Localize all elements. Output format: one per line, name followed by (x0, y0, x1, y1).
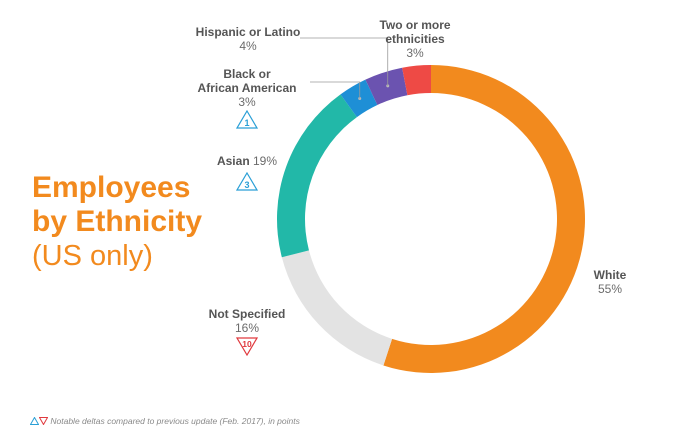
delta-value-black: 1 (244, 118, 249, 128)
label-black-line1: Black or (223, 67, 271, 81)
chart-title-line2: by Ethnicity (32, 205, 203, 238)
label-asian: Asian 19% (205, 154, 289, 168)
label-black-value: 3% (238, 95, 256, 109)
delta-up-icon-black: 1 (236, 110, 258, 129)
label-not-specified-value: 16% (234, 321, 260, 335)
leader-line-hispanic (300, 37, 389, 86)
delta-up-icon-legend (30, 417, 39, 425)
chart-subtitle: (US only) (32, 240, 153, 272)
label-black-line2: African American (197, 81, 297, 95)
delta-down-icon-legend (39, 417, 48, 425)
label-not-specified-name: Not Specified (208, 307, 286, 321)
donut-slice-two-or-more-ethnicities (402, 65, 431, 96)
delta-down-icon-not-specified: 10 (236, 337, 258, 356)
donut-slice-asian (277, 94, 357, 258)
label-hispanic-value: 4% (239, 39, 257, 53)
delta-value-asian: 3 (244, 180, 249, 190)
delta-up-icon-asian: 3 (236, 172, 258, 191)
donut-slice-not-specified (281, 250, 393, 366)
label-asian-value: 19% (253, 154, 278, 168)
label-white-name: White (593, 268, 627, 282)
label-two-or-more: Two or more ethnicities 3% (365, 18, 465, 60)
label-white-value: 55% (597, 282, 623, 296)
chart-title-line1: Employees (32, 171, 191, 204)
label-two-or-more-line1: Two or more (379, 18, 451, 32)
leader-line-black (310, 81, 361, 99)
label-two-or-more-value: 3% (406, 46, 424, 60)
label-white: White 55% (585, 268, 635, 296)
label-two-or-more-line2: ethnicities (385, 32, 445, 46)
donut-slice-white (383, 65, 585, 373)
footnote: Notable deltas compared to previous upda… (30, 416, 300, 426)
label-asian-name: Asian (216, 154, 250, 168)
footnote-text: Notable deltas compared to previous upda… (50, 416, 300, 426)
label-not-specified: Not Specified 16% (192, 307, 302, 335)
label-hispanic: Hispanic or Latino 4% (178, 25, 318, 53)
label-black: Black or African American 3% (185, 67, 309, 109)
delta-value-not-specified: 10 (242, 339, 252, 349)
label-hispanic-name: Hispanic or Latino (195, 25, 301, 39)
